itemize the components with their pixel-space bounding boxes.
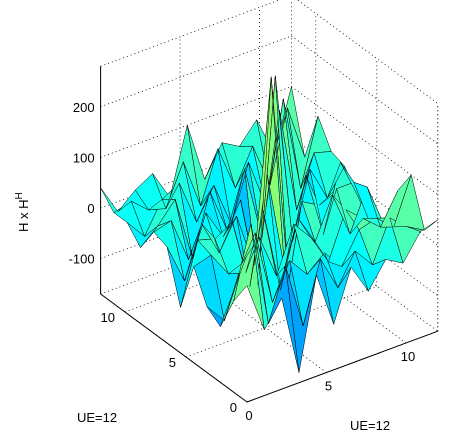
y-axis-label: UE=12 bbox=[350, 418, 390, 433]
y-tick-label: 10 bbox=[401, 349, 415, 364]
top-edge-left bbox=[100, 0, 281, 67]
svg-text:H x HH: H x HH bbox=[14, 192, 31, 232]
z-tick-label: 100 bbox=[73, 150, 95, 165]
z-gridline bbox=[100, 35, 292, 108]
z-axis-label-superscript: H bbox=[14, 192, 25, 199]
x-tick-label: 10 bbox=[101, 310, 115, 325]
z-tick-label: -100 bbox=[69, 252, 95, 267]
z-tick-label: 0 bbox=[87, 201, 94, 216]
z-axis-label: H x HH bbox=[14, 192, 31, 232]
x-axis-label: UE=12 bbox=[77, 410, 117, 425]
x-tick-label: 5 bbox=[169, 355, 176, 370]
z-gridline bbox=[291, 35, 439, 145]
y-tick-label: 5 bbox=[325, 379, 332, 394]
y-tick-label: 0 bbox=[245, 408, 252, 423]
x-tick-label: 0 bbox=[230, 400, 237, 415]
axes-grid bbox=[100, 0, 439, 403]
z-axis-label-main: H x H bbox=[16, 200, 31, 233]
surface-mesh bbox=[100, 75, 439, 373]
z-tick-label: 200 bbox=[73, 100, 95, 115]
surface-patch bbox=[406, 219, 439, 232]
top-edge-right bbox=[296, 0, 439, 104]
